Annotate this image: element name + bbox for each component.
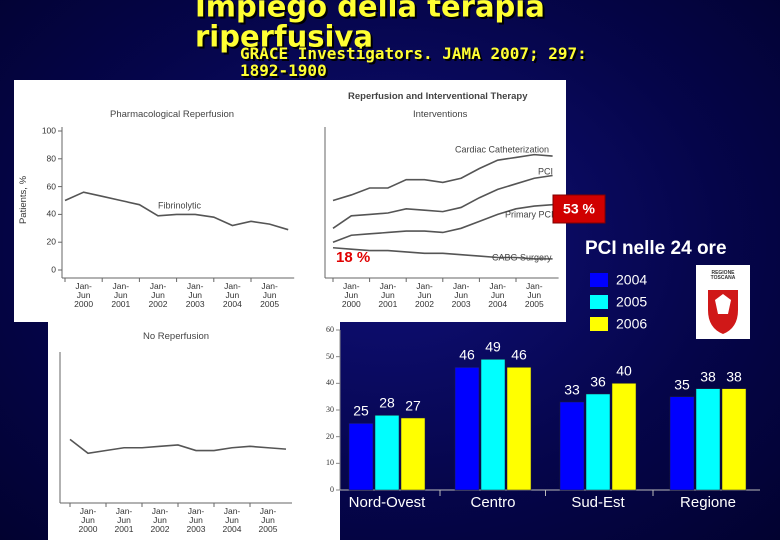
value-label: 27 [405, 397, 421, 414]
category-label: Regione [680, 494, 736, 512]
bar [669, 396, 695, 491]
x-tick-label: Jan- Jun 2002 [415, 281, 434, 309]
x-tick-label: Jan- Jun 2002 [148, 281, 168, 309]
logo-text: REGIONE TOSCANA [710, 269, 736, 281]
series-label: CABG Surgery [492, 252, 552, 263]
y-tick-label: 40 [46, 208, 56, 219]
panel-title: Reperfusion and Interventional Therapy [348, 91, 528, 103]
x-tick-label: Jan- Jun 2001 [114, 506, 134, 534]
bar [454, 367, 480, 491]
x-tick-label: Jan- Jun 2005 [524, 281, 544, 309]
x-tick-label: Jan- Jun 2002 [150, 506, 170, 534]
series-label: Cardiac Catheterization [455, 144, 550, 155]
bar [559, 401, 585, 491]
series-label: PCI [538, 166, 554, 177]
x-tick-label: Jan- Jun 2000 [341, 281, 361, 309]
line-series [69, 438, 287, 455]
panel-top [14, 80, 566, 322]
bar [374, 415, 400, 491]
bar [400, 417, 426, 491]
x-tick-label: Jan- Jun 2000 [78, 506, 98, 534]
legend-swatch [590, 295, 608, 309]
legend-label: 2005 [616, 293, 648, 310]
y-tick-label: 20 [326, 431, 334, 441]
series-label: Primary PCI [505, 209, 554, 220]
x-tick-label: Jan- Jun 2004 [488, 281, 508, 309]
value-label: 38 [700, 368, 716, 385]
y-tick-label: 60 [326, 324, 334, 334]
y-tick-label: 60 [46, 181, 56, 192]
y-tick-label: 0 [330, 484, 334, 494]
legend-label: 2004 [616, 271, 648, 288]
x-tick-label: Jan- Jun 2003 [186, 506, 206, 534]
x-tick-label: Jan- Jun 2000 [74, 281, 94, 309]
panel-title: No Reperfusion [143, 331, 210, 343]
annotation-box [552, 194, 606, 224]
category-label: Centro [470, 494, 516, 512]
panel-title: Pharmacological Reperfusion [110, 109, 235, 121]
legend-swatch [590, 273, 608, 287]
value-label: 33 [564, 381, 580, 398]
x-tick-label: Jan- Jun 2001 [111, 281, 131, 309]
legend-label: 2006 [616, 315, 648, 332]
bar [695, 388, 721, 491]
panel-bottom [48, 322, 340, 540]
annotation: PCI nelle 24 ore [585, 238, 727, 260]
x-tick-label: Jan- Jun 2003 [185, 281, 205, 309]
logo-emblem [715, 294, 731, 314]
value-label: 28 [379, 394, 395, 411]
annotation: 53 % [563, 200, 595, 217]
y-tick-label: 10 [326, 458, 334, 468]
y-tick-label: 20 [46, 236, 56, 247]
value-label: 36 [590, 373, 606, 390]
line-series [64, 191, 289, 231]
line-series [332, 174, 553, 229]
slide-subtitle: GRACE Investigators. JAMA 2007; 297: 189… [240, 44, 587, 80]
bar [721, 388, 747, 491]
category-label: Nord-Ovest [348, 494, 426, 512]
series-label: Fibrinolytic [158, 200, 202, 211]
x-tick-label: Jan- Jun 2004 [222, 506, 242, 534]
y-tick-label: 0 [51, 264, 56, 275]
x-tick-label: Jan- Jun 2003 [451, 281, 471, 309]
value-label: 38 [726, 368, 742, 385]
category-label: Sud-Est [571, 494, 625, 512]
y-axis-label: Patients, % [18, 175, 30, 225]
panel-subtitle: Interventions [413, 109, 468, 121]
value-label: 25 [353, 402, 369, 419]
value-label: 46 [511, 346, 527, 363]
value-label: 49 [485, 338, 501, 355]
x-tick-label: Jan- Jun 2001 [378, 281, 398, 309]
value-label: 46 [459, 346, 475, 363]
x-tick-label: Jan- Jun 2005 [260, 281, 280, 309]
line-series [332, 203, 553, 243]
x-tick-label: Jan- Jun 2004 [222, 281, 242, 309]
line-series [332, 153, 553, 202]
value-label: 40 [616, 362, 632, 379]
annotation: 18 % [336, 249, 371, 267]
y-tick-label: 100 [41, 125, 56, 136]
y-tick-label: 40 [326, 378, 334, 388]
bar [348, 423, 374, 491]
y-tick-label: 80 [46, 153, 56, 164]
legend-swatch [590, 317, 608, 331]
slide-title: Impiego della terapia riperfusiva [195, 0, 545, 54]
bar [611, 383, 637, 491]
value-label: 35 [674, 376, 690, 393]
y-tick-label: 50 [326, 351, 334, 361]
y-tick-label: 30 [326, 404, 334, 414]
x-tick-label: Jan- Jun 2005 [258, 506, 278, 534]
bar [480, 359, 506, 491]
bar [506, 367, 532, 491]
bar [585, 393, 611, 491]
line-series [332, 246, 553, 260]
